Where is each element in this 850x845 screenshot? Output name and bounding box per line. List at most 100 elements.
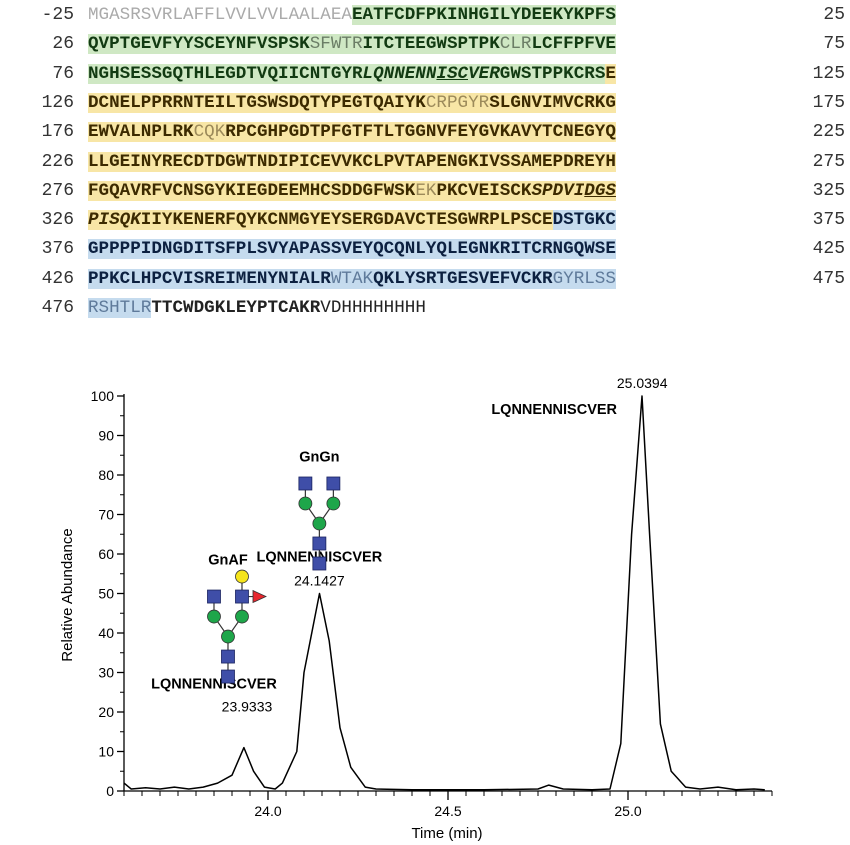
sequence-segment: VER bbox=[468, 63, 500, 84]
glycan-name-label: GnGn bbox=[299, 450, 339, 466]
y-tick-label: 70 bbox=[98, 507, 114, 523]
sequence-segment: PISQK bbox=[88, 210, 141, 231]
sequence-segment: EATFCDFPKINHGILYDEEKYKPFS bbox=[351, 5, 616, 25]
y-tick-label: 20 bbox=[98, 704, 114, 720]
sequence-end-number: 275 bbox=[812, 151, 845, 172]
sequence-start-number: 126 bbox=[41, 92, 74, 113]
sequence-segment: VDHHHHHHHH bbox=[320, 298, 426, 318]
sequence-end-number: 225 bbox=[812, 122, 845, 143]
sequence-row: 126 DCNELPPRRNTEILTGSWSDQTYPEGTQAIYKCRPGY… bbox=[0, 90, 850, 117]
x-tick-label: 25.0 bbox=[614, 803, 641, 819]
sequence-segment: QVPTGEVFYYSCEYNFVSPSK bbox=[88, 34, 310, 55]
sequence-segment: PKCVEISCK bbox=[436, 180, 532, 201]
sequence-start-number: 226 bbox=[41, 151, 74, 172]
sequence-row: 176 EWVALNPLRKCQKRPCGHPGDTPFGTFTLTGGNVFEY… bbox=[0, 119, 850, 146]
sequence-row: 426 PPKCLHPCVISREIMENYNIALRWTAKQKLYSRTGES… bbox=[0, 266, 850, 293]
glcnac-square bbox=[235, 589, 249, 604]
sequence-end-number: 125 bbox=[812, 63, 845, 84]
y-tick-label: 50 bbox=[98, 586, 114, 602]
sequence-start-number: -25 bbox=[41, 5, 74, 25]
sequence-residues: PISQKIIYKENERFQYKCNMGYEYSERGDAVCTESGWRPL… bbox=[88, 207, 616, 234]
sequence-residues: MGASRSVRLAFFLVVLVVLAALAEAEATFCDFPKINHGIL… bbox=[88, 2, 616, 29]
mannose-circle bbox=[235, 609, 249, 624]
sequence-end-number: 325 bbox=[812, 180, 845, 201]
x-tick-label: 24.5 bbox=[434, 803, 461, 819]
sequence-segment: IIYKENERFQYKCNMGYEYSERGDAVCTESGWRPLPSCE bbox=[140, 210, 553, 231]
sequence-residues: DCNELPPRRNTEILTGSWSDQTYPEGTQAIYKCRPGYRSL… bbox=[88, 90, 616, 117]
sequence-segment: QKLYSRTGESVEFVCKR bbox=[373, 268, 553, 289]
sequence-residues: RSHTLRTTCWDGKLEYPTCAKRVDHHHHHHHH bbox=[88, 295, 426, 322]
mannose-circle bbox=[312, 516, 327, 531]
sequence-segment: RSHTLR bbox=[88, 298, 152, 318]
sequence-segment: DGS bbox=[584, 180, 616, 201]
sequence-row: 376 GPPPPIDNGDITSFPLSVYAPASSVEYQCQNLYQLEG… bbox=[0, 236, 850, 263]
sequence-segment: RPCGHPGDTPFGTFTLTGGNVFEYGVKAVYTCNEGYQ bbox=[225, 122, 616, 143]
sequence-row: 476 RSHTLRTTCWDGKLEYPTCAKRVDHHHHHHHH bbox=[0, 295, 850, 322]
galactose-circle bbox=[235, 569, 249, 584]
chart-axes: 0 10 20 30 40 50 60 70 80 90 100 24.0 24.5 25.0 bbox=[91, 388, 773, 819]
y-axis-label: Relative Abundance bbox=[59, 528, 76, 661]
sequence-segment: SFWTR bbox=[309, 34, 363, 55]
sequence-end-number: 75 bbox=[823, 34, 845, 55]
sequence-segment: GPPPPIDNGDITSFPLSVYAPASSVEYQCQNLYQLEGNKR… bbox=[88, 239, 616, 260]
sequence-segment: SPDVI bbox=[531, 180, 585, 201]
mannose-circle bbox=[207, 609, 221, 624]
sequence-start-number: 26 bbox=[52, 34, 74, 55]
sequence-start-number: 176 bbox=[41, 122, 74, 143]
sequence-start-number: 326 bbox=[41, 210, 74, 231]
sequence-segment: FGQAVRFVCNSGYKIEGDEEMHCSDDGFWSK bbox=[88, 180, 416, 201]
sequence-segment: EK bbox=[415, 180, 437, 201]
sequence-end-number: 375 bbox=[812, 210, 845, 231]
sequence-residues: FGQAVRFVCNSGYKIEGDEEMHCSDDGFWSKEKPKCVEIS… bbox=[88, 178, 616, 205]
sequence-residues: NGHSESSGQTHLEGDTVQIICNTGYRLQNNENNISCVERG… bbox=[88, 61, 616, 88]
sequence-residues: LLGEINYRECDTDGWTNDIPICEVVKCLPVTAPENGKIVS… bbox=[88, 149, 616, 176]
glcnac-square bbox=[221, 669, 235, 684]
sequence-segment: CRPGYR bbox=[425, 92, 490, 113]
peak-peptide-label: LQNNENNISCVER bbox=[491, 402, 617, 418]
sequence-segment: ITCTEEGWSPTPK bbox=[362, 34, 500, 55]
glcnac-square bbox=[312, 536, 327, 551]
chromatogram-trace bbox=[123, 395, 765, 791]
sequence-segment: SLGNVIMVCRKG bbox=[489, 92, 616, 113]
sequence-segment: CLR bbox=[499, 34, 532, 55]
sequence-residues: EWVALNPLRKCQKRPCGHPGDTPFGTFTLTGGNVFEYGVK… bbox=[88, 119, 616, 146]
x-tick-label: 24.0 bbox=[254, 803, 281, 819]
y-tick-label: 60 bbox=[98, 546, 114, 562]
sequence-residues: QVPTGEVFYYSCEYNFVSPSKSFWTRITCTEEGWSPTPKC… bbox=[88, 31, 616, 58]
mannose-circle bbox=[298, 496, 313, 511]
chromatogram-line bbox=[123, 395, 765, 791]
sequence-segment: GYRLSS bbox=[552, 268, 616, 289]
sequence-start-number: 76 bbox=[52, 63, 74, 84]
protein-sequence-panel: -25 MGASRSVRLAFFLVVLVVLAALAEAEATFCDFPKINH… bbox=[0, 0, 850, 330]
sequence-row: 26 QVPTGEVFYYSCEYNFVSPSKSFWTRITCTEEGWSPTP… bbox=[0, 31, 850, 58]
y-tick-label: 40 bbox=[98, 625, 114, 641]
y-tick-label: 30 bbox=[98, 665, 114, 681]
glcnac-square bbox=[298, 476, 313, 491]
sequence-segment: DSTGKC bbox=[552, 210, 616, 231]
sequence-start-number: 426 bbox=[41, 268, 74, 289]
sequence-segment: WTAK bbox=[330, 268, 374, 289]
y-tick-label: 100 bbox=[91, 388, 115, 404]
glcnac-square bbox=[326, 476, 341, 491]
sequence-start-number: 476 bbox=[41, 298, 74, 318]
sequence-row: 326 PISQKIIYKENERFQYKCNMGYEYSERGDAVCTESGW… bbox=[0, 207, 850, 234]
sequence-segment: LLGEINYRECDTDGWTNDIPICEVVKCLPVTAPENGKIVS… bbox=[88, 151, 616, 172]
glycan-structures bbox=[207, 476, 341, 684]
sequence-end-number: 475 bbox=[812, 268, 845, 289]
sequence-residues: PPKCLHPCVISREIMENYNIALRWTAKQKLYSRTGESVEF… bbox=[88, 266, 616, 293]
x-axis-label: Time (min) bbox=[411, 825, 482, 842]
glcnac-square bbox=[312, 556, 327, 571]
peak-retention-time: 24.1427 bbox=[294, 573, 345, 589]
sequence-segment: CQK bbox=[193, 122, 226, 143]
y-tick-label: 80 bbox=[98, 467, 114, 483]
sequence-end-number: 175 bbox=[812, 92, 845, 113]
peak-peptide-label: LQNNENNISCVER bbox=[151, 677, 277, 693]
sequence-segment: GWSTPPKCRS bbox=[499, 63, 606, 84]
y-tick-label: 90 bbox=[98, 428, 114, 444]
mannose-circle bbox=[221, 629, 235, 644]
sequence-segment: PPKCLHPCVISREIMENYNIALR bbox=[88, 268, 331, 289]
sequence-segment: MGASRSVRLAFFLVVLVVLAALAEA bbox=[88, 5, 352, 25]
sequence-residues: GPPPPIDNGDITSFPLSVYAPASSVEYQCQNLYQLEGNKR… bbox=[88, 236, 616, 263]
y-tick-label: 0 bbox=[106, 783, 114, 799]
sequence-segment: ISC bbox=[436, 63, 469, 84]
